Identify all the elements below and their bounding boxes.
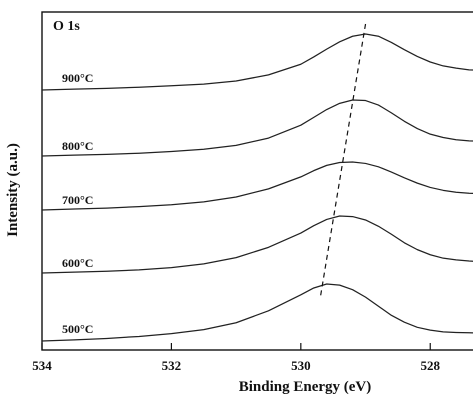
series-label: 600°C xyxy=(62,256,93,270)
series-line xyxy=(41,283,473,342)
series-labels: 900°C 800°C 700°C 600°C 500°C xyxy=(62,71,93,336)
peak-shift-guide xyxy=(319,23,367,299)
series-label: 800°C xyxy=(62,139,93,153)
x-axis-title: Binding Energy (eV) xyxy=(239,379,372,395)
x-tick-label: 530 xyxy=(291,358,311,373)
series-line xyxy=(41,33,473,91)
series-line xyxy=(41,161,473,211)
series-line xyxy=(41,215,473,274)
series-line xyxy=(41,99,473,157)
x-tick-label: 534 xyxy=(32,358,52,373)
chart-title: O 1s xyxy=(53,19,80,34)
series-label: 700°C xyxy=(62,193,93,207)
x-tick-label: 532 xyxy=(162,358,182,373)
spectra-series xyxy=(41,33,473,342)
series-label: 900°C xyxy=(62,71,93,85)
series-label: 500°C xyxy=(62,322,93,336)
peak-shift-dashed-line xyxy=(319,23,367,299)
plot-frame xyxy=(41,11,473,351)
x-axis-ticks: 534 532 530 528 xyxy=(32,343,440,373)
x-tick-label: 528 xyxy=(420,358,440,373)
y-axis-title: Intensity (a.u.) xyxy=(5,143,21,237)
